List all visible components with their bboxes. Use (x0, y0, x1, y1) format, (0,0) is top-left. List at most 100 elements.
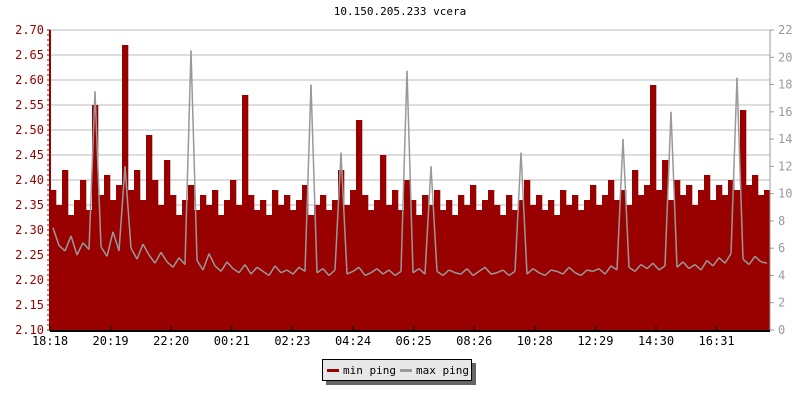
min-ping-bar (92, 105, 99, 330)
max-ping-segment (700, 260, 708, 271)
max-ping-segment (598, 268, 606, 275)
min-ping-bar (380, 155, 387, 330)
max-ping-segment (190, 50, 198, 261)
max-ping-segment (736, 77, 744, 260)
min-ping-bar (542, 210, 549, 330)
min-ping-bar (656, 190, 663, 330)
x-tick-label: 10:28 (517, 334, 553, 348)
max-ping-segment (136, 243, 144, 260)
max-ping-segment (652, 262, 660, 271)
max-ping-segment (694, 263, 702, 271)
max-ping-segment (466, 268, 474, 276)
min-ping-bar (272, 190, 279, 330)
min-ping-bar (200, 195, 207, 330)
min-ping-bar (416, 215, 423, 330)
y-left-tick-label: 2.40 (15, 173, 44, 187)
min-ping-bar (434, 190, 441, 330)
max-ping-segment (328, 269, 336, 277)
min-ping-bar (338, 170, 345, 330)
max-ping-segment (256, 266, 264, 272)
min-ping-bar (692, 205, 699, 330)
min-ping-bar (746, 185, 753, 330)
max-ping-segment (214, 265, 222, 272)
min-ping-bar (266, 215, 273, 330)
min-ping-bar (356, 120, 363, 330)
max-ping-segment (724, 253, 732, 264)
max-ping-segment (742, 258, 750, 266)
max-ping-segment (640, 263, 648, 270)
max-ping-segment (658, 265, 666, 271)
min-ping-bar (686, 185, 693, 330)
max-ping-segment (52, 227, 60, 246)
max-ping-segment (610, 265, 618, 271)
min-ping-bar (110, 200, 117, 330)
x-tick-label: 22:20 (153, 334, 189, 348)
y-right-tick-label: 2 (778, 296, 785, 310)
max-ping-segment (760, 261, 768, 264)
min-ping-bar (482, 200, 489, 330)
min-ping-bar (560, 190, 567, 330)
max-ping-segment (244, 264, 252, 275)
max-ping-segment (106, 231, 114, 257)
min-ping-bar (488, 190, 495, 330)
min-ping-bar (206, 205, 213, 330)
min-ping-bar (194, 210, 201, 330)
min-ping-bar (464, 205, 471, 330)
min-ping-bar (188, 185, 195, 330)
max-ping-segment (262, 270, 270, 277)
min-ping-bar (362, 195, 369, 330)
min-ping-bar (296, 200, 303, 330)
max-ping-segment (586, 269, 594, 273)
max-ping-segment (712, 257, 720, 267)
min-ping-bar (140, 200, 147, 330)
max-ping-segment (238, 264, 246, 274)
min-ping-bar (56, 205, 63, 330)
max-ping-segment (370, 268, 378, 274)
min-ping-bar (80, 180, 87, 330)
min-ping-bar (494, 205, 501, 330)
max-ping-segment (232, 268, 240, 274)
min-ping-bar (50, 190, 57, 330)
y-left-tick-label: 2.65 (15, 48, 44, 62)
y-left-tick-label: 2.55 (15, 98, 44, 112)
max-ping-segment (118, 166, 126, 251)
max-ping-segment (502, 269, 510, 277)
y-right-tick-label: 6 (778, 241, 785, 255)
min-ping-bar (620, 190, 627, 330)
x-tick-label: 16:31 (699, 334, 735, 348)
max-ping-segment (58, 244, 66, 252)
max-ping-segment (562, 266, 570, 275)
max-ping-segment (130, 247, 138, 260)
max-ping-segment (460, 268, 468, 275)
min-ping-bar (320, 195, 327, 330)
max-ping-segment (400, 70, 408, 272)
max-ping-segment (352, 266, 360, 272)
min-ping-bar (644, 185, 651, 330)
min-ping-bar (632, 170, 639, 330)
min-ping-bar (440, 210, 447, 330)
max-ping-segment (340, 152, 348, 275)
max-ping-segment (112, 231, 120, 252)
max-ping-segment (718, 257, 726, 264)
max-ping-segment (622, 139, 630, 268)
max-ping-segment (148, 254, 156, 264)
x-tick-label: 04:24 (335, 334, 371, 348)
min-ping-bar (278, 205, 285, 330)
max-ping-segment (88, 91, 96, 250)
max-ping-segment (196, 260, 204, 271)
max-ping-segment (388, 269, 396, 277)
legend-swatch-min-ping (327, 368, 339, 372)
y-right-tick-label: 20 (778, 50, 792, 64)
min-ping-bar (128, 190, 135, 330)
max-ping-segment (532, 268, 540, 274)
max-ping-segment (268, 265, 276, 276)
max-ping-segment (166, 261, 174, 268)
min-ping-bar (458, 195, 465, 330)
y-left-tick-label: 2.70 (15, 23, 44, 37)
max-ping-segment (550, 269, 558, 273)
max-ping-segment (280, 269, 288, 274)
y-left-tick-label: 2.50 (15, 123, 44, 137)
min-ping-bar (404, 180, 411, 330)
max-ping-segment (670, 111, 678, 268)
min-ping-bar (116, 185, 123, 330)
